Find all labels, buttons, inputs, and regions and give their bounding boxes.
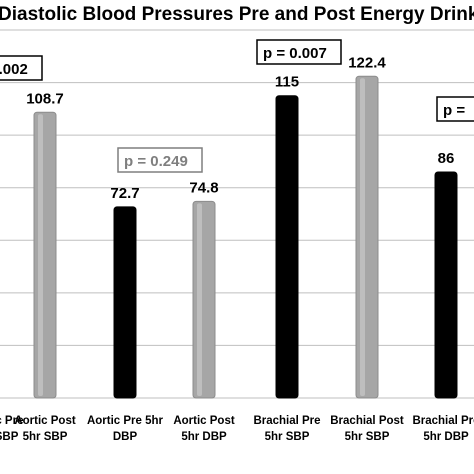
bar: [434, 171, 458, 399]
x-tick-label: Brachial Post: [330, 415, 404, 427]
p-value-label: p = 0.002: [0, 61, 28, 78]
bar: [113, 206, 137, 399]
p-value-label: p = 0.249: [124, 153, 188, 170]
x-tick-label: 5hr DBP: [423, 431, 469, 443]
value-labels: 108.7 72.7 74.8 115 122.4 86: [26, 54, 454, 202]
value-label: 115: [275, 74, 299, 91]
x-tick-label: Aortic Post: [14, 415, 76, 427]
bar: [275, 95, 299, 399]
x-tick-label: Aortic Post: [173, 415, 235, 427]
x-tick-label: Brachial Pre: [412, 415, 474, 427]
p-value-annotations: p = 0.002 p = 0.249 p = 0.007 p =: [0, 39, 474, 173]
p-value-label: p = 0.007: [263, 45, 327, 62]
x-tick-label: 5hr SBP: [345, 431, 390, 443]
x-tick-label: 5hr DBP: [181, 431, 227, 443]
bar: [355, 75, 379, 399]
value-label: 86: [438, 150, 455, 167]
chart-title: Diastolic Blood Pressures Pre and Post E…: [0, 4, 474, 25]
bar-highlight: [197, 203, 202, 396]
bar: [33, 111, 57, 399]
bar-highlight: [38, 114, 43, 396]
x-tick-label: 5hr SBP: [265, 431, 310, 443]
x-tick-label: Aortic Pre 5hr: [87, 415, 164, 427]
bars: [33, 75, 458, 399]
bar: [192, 200, 216, 399]
p-value-label: p =: [443, 102, 465, 119]
value-label: 108.7: [26, 90, 64, 107]
value-label: 74.8: [189, 179, 218, 196]
value-label: 72.7: [110, 185, 139, 202]
x-tick-label: Brachial Pre: [253, 415, 320, 427]
p-value-box: [117, 147, 203, 173]
p-value-box: [256, 39, 342, 65]
p-value-box: [0, 55, 43, 81]
x-tick-label: Aortic Pre: [0, 415, 23, 427]
grid-lines: [0, 29, 474, 399]
p-value-box: [436, 96, 474, 122]
x-tick-label: 5hr SBP: [0, 431, 19, 443]
x-tick-label: DBP: [113, 431, 138, 443]
x-tick-label: 5hr SBP: [23, 431, 68, 443]
value-label: 122.4: [348, 54, 386, 71]
bar-highlight: [360, 78, 365, 397]
